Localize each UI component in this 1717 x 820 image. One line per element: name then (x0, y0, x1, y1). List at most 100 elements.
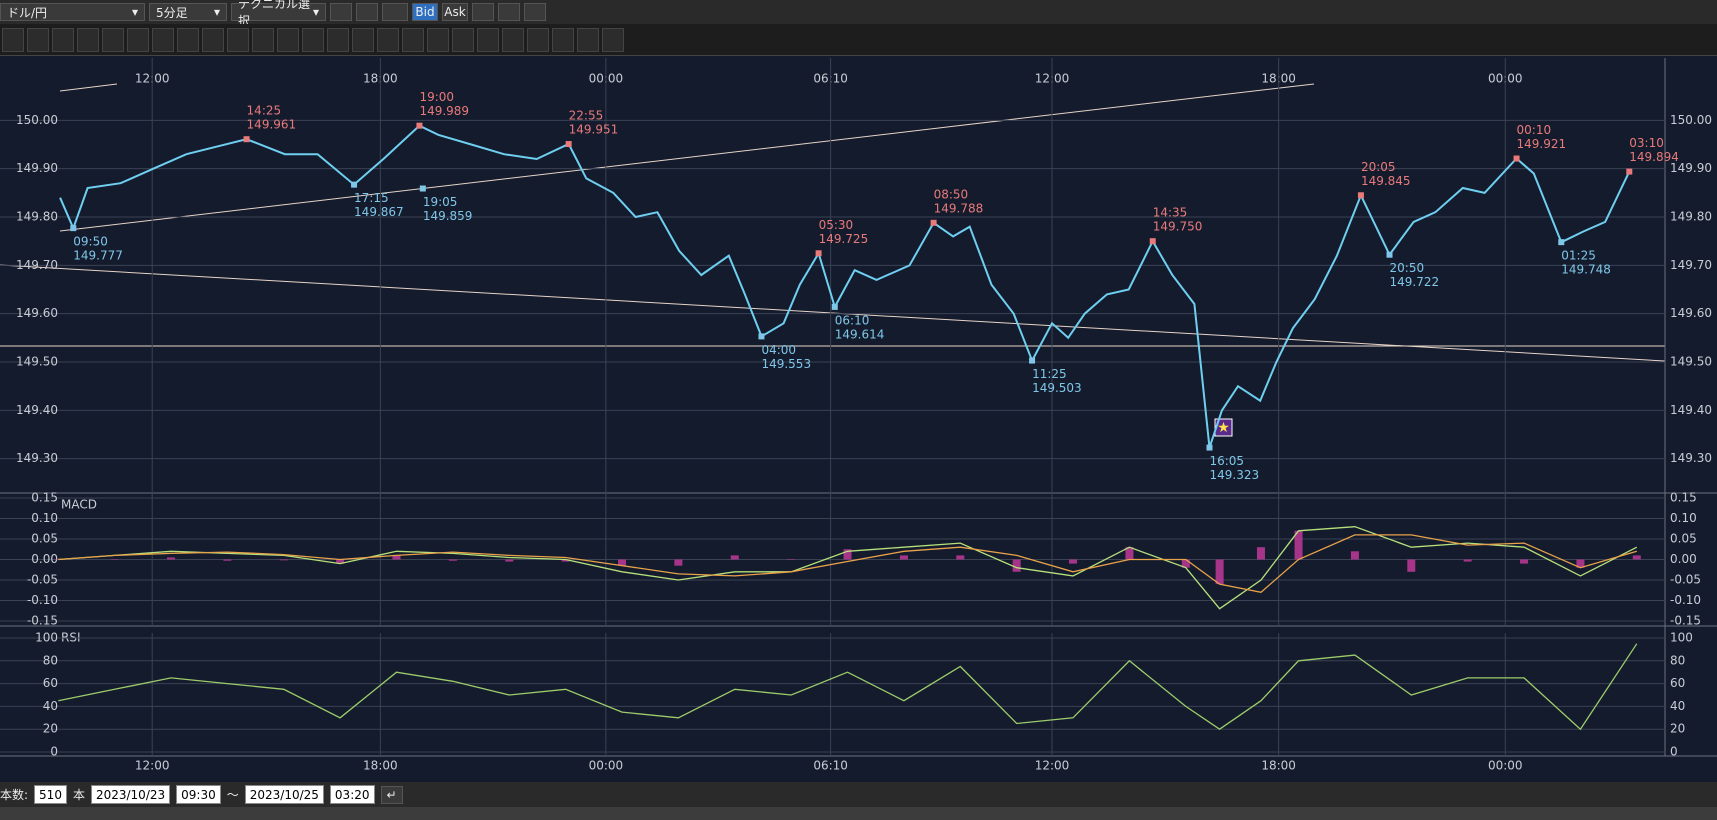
annotation-time: 11:25 (1032, 367, 1067, 381)
tool[interactable] (252, 27, 274, 52)
histogram-bar (1012, 559, 1021, 572)
zoom-out-button[interactable] (498, 3, 520, 21)
tool[interactable] (452, 27, 474, 52)
tool[interactable] (302, 27, 324, 52)
timeframe-select[interactable]: 5分足 ▾ (149, 3, 227, 21)
symbol: ドル/円 (7, 5, 48, 20)
histogram-bar (956, 555, 965, 560)
y-tick-label: 149.30 (1670, 451, 1712, 465)
y-tick-label: 20 (43, 722, 58, 736)
tool[interactable] (352, 27, 374, 52)
annotation-marker (419, 185, 426, 192)
tool[interactable] (402, 27, 424, 52)
histogram-bar (1350, 551, 1359, 560)
series-line (58, 534, 1637, 593)
arrow: ▾ (131, 5, 138, 19)
ask-button[interactable]: Ask (442, 3, 468, 21)
tool[interactable] (177, 27, 199, 52)
from-date[interactable]: 2023/10/23 (90, 785, 171, 804)
y-tick-label: -0.10 (1670, 593, 1701, 607)
y-tick-label: 149.40 (16, 403, 58, 417)
y-tick-label: 0.05 (1670, 532, 1697, 546)
from-time[interactable]: 09:30 (176, 785, 221, 804)
annotation-marker (70, 225, 77, 232)
histogram-bar (110, 559, 119, 560)
event-icon[interactable] (1214, 418, 1233, 437)
annotation-marker (351, 181, 358, 188)
to-date[interactable]: 2023/10/25 (244, 785, 324, 804)
annotation-price: 149.989 (419, 104, 469, 118)
annotation-marker (1386, 251, 1393, 258)
zoom-button[interactable] (472, 3, 494, 21)
annotation-price: 149.722 (1390, 275, 1440, 289)
histogram-bar (730, 555, 739, 560)
annotation-time: 20:50 (1390, 261, 1425, 275)
tool[interactable] (602, 27, 624, 52)
annotation-price: 149.323 (1209, 468, 1259, 482)
y-tick-label: -0.05 (27, 573, 58, 587)
x-tick-label: 06:10 (813, 759, 848, 773)
histogram-bar (618, 559, 627, 566)
tool[interactable] (477, 27, 499, 52)
symbol-select[interactable]: ドル/円 ▾ (0, 3, 145, 21)
annotation-price: 149.961 (247, 118, 297, 132)
histogram-bar (1294, 530, 1303, 560)
y-tick-label: 0.00 (31, 552, 58, 566)
y-tick-label: 149.60 (16, 306, 58, 320)
count-field[interactable]: 510 (34, 785, 67, 804)
tool[interactable] (102, 27, 124, 52)
histogram-bar (505, 559, 514, 562)
annotation-price: 149.921 (1517, 137, 1567, 151)
y-tick-label: 149.80 (16, 210, 58, 224)
info-button[interactable] (356, 3, 378, 21)
tool[interactable] (577, 27, 599, 52)
tool[interactable] (427, 27, 449, 52)
annotation-marker (1513, 155, 1520, 162)
to-time[interactable]: 03:20 (329, 785, 375, 804)
bid-button[interactable]: Bid (412, 3, 438, 21)
tool[interactable] (77, 27, 99, 52)
annotation-price: 149.951 (569, 123, 619, 137)
ask: Ask (444, 5, 466, 19)
tool[interactable] (52, 27, 74, 52)
annotation-marker (243, 136, 250, 143)
y-tick-label: -0.05 (1670, 573, 1701, 587)
annotation-price: 149.867 (354, 205, 404, 219)
y-tick-label: 149.60 (1670, 306, 1712, 320)
tool[interactable] (527, 27, 549, 52)
annotation-marker (1206, 444, 1213, 451)
chart-type-button[interactable] (382, 3, 408, 21)
bid: Bid (415, 5, 435, 19)
separator: ～ (226, 788, 239, 802)
y-tick-label: 149.50 (16, 355, 58, 369)
apply-button[interactable]: ↵ (380, 785, 403, 804)
tool[interactable] (152, 27, 174, 52)
tool[interactable] (2, 27, 24, 52)
histogram-bar (392, 555, 401, 560)
zoom-in-button[interactable] (524, 3, 546, 21)
y-tick-label: 0.10 (31, 511, 58, 525)
draw-button[interactable] (330, 3, 352, 21)
tool[interactable] (227, 27, 249, 52)
y-tick-label: 0 (50, 745, 58, 759)
tool[interactable] (27, 27, 49, 52)
y-tick-label: 20 (1670, 722, 1685, 736)
tool[interactable] (277, 27, 299, 52)
footer (0, 807, 1717, 820)
annotation-marker (1558, 239, 1565, 246)
annotation-time: 00:10 (1517, 123, 1552, 137)
y-tick-label: 100 (1670, 631, 1693, 645)
tool[interactable] (202, 27, 224, 52)
technical-select[interactable]: テクニカル選択 ▾ (231, 0, 326, 28)
y-tick-label: 149.90 (16, 161, 58, 175)
tool[interactable] (502, 27, 524, 52)
y-tick-label: 149.40 (1670, 403, 1712, 417)
tool[interactable] (377, 27, 399, 52)
y-tick-label: 149.90 (1670, 161, 1712, 175)
y-tick-label: -0.15 (1670, 614, 1701, 628)
tool[interactable] (127, 27, 149, 52)
tool[interactable] (327, 27, 349, 52)
tool[interactable] (552, 27, 574, 52)
histogram-bar (54, 559, 63, 560)
histogram-bar (561, 559, 570, 562)
